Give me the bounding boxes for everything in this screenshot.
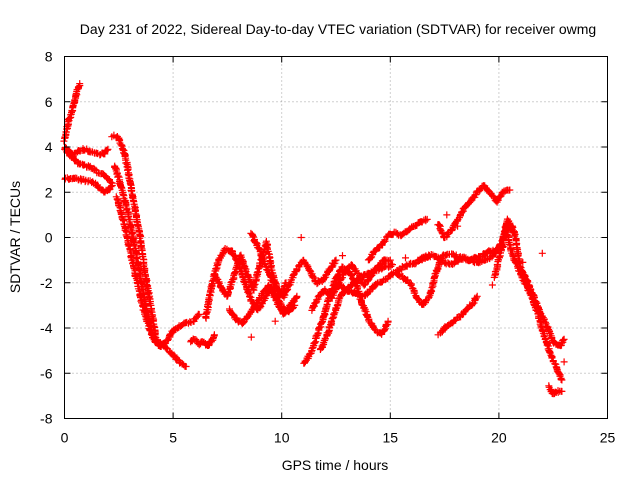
series-arc-u [436, 292, 481, 337]
series-arc-x [545, 382, 566, 398]
axis-ticks: 0 5 10 15 20 25 -8 -6 -4 -2 0 2 4 6 8 [40, 49, 615, 446]
y-tick-label: -4 [40, 320, 53, 336]
x-tick-label: 25 [600, 430, 616, 446]
x-tick-label: 20 [491, 430, 507, 446]
scatter-points [545, 382, 566, 398]
scatter-points [112, 193, 190, 370]
series-arc-k [226, 281, 299, 328]
x-tick-label: 10 [274, 430, 290, 446]
scatter-points [501, 223, 566, 384]
series-arc-a [60, 80, 84, 145]
y-tick-label: -6 [40, 365, 53, 381]
x-axis-label: GPS time / hours [282, 457, 389, 473]
y-tick-label: 6 [45, 94, 53, 110]
x-tick-label: 5 [169, 430, 177, 446]
grid-layer [64, 56, 608, 419]
scatter-points [187, 331, 218, 349]
chart-title: Day 231 of 2022, Sidereal Day-to-day VTE… [80, 21, 596, 37]
scatter-points [436, 292, 481, 337]
y-tick-label: 0 [45, 230, 53, 246]
scatter-points [108, 131, 168, 350]
y-tick-label: 8 [45, 49, 53, 65]
scatter-points [226, 281, 299, 328]
series-arc-t [434, 182, 514, 242]
series-arc-q [364, 215, 431, 264]
y-tick-label: 4 [45, 139, 53, 155]
x-tick-label: 15 [383, 430, 399, 446]
scatter-points [247, 211, 568, 366]
x-tick-label: 0 [61, 430, 69, 446]
series-outliers [247, 211, 568, 366]
series-arc-e [108, 131, 168, 350]
scatter-points [111, 162, 203, 350]
data-markers [60, 80, 568, 398]
scatter-points [490, 215, 568, 350]
scatter-points [60, 80, 84, 145]
scatter-points [247, 229, 340, 301]
series-arc-h [187, 331, 218, 349]
series-arc-g [112, 193, 190, 370]
y-tick-label: -2 [40, 275, 53, 291]
series-arc-s [414, 243, 507, 268]
series-arc-l [247, 229, 340, 301]
plot-frame [64, 56, 608, 419]
series-arc-w [501, 223, 566, 384]
scatter-points [434, 182, 514, 242]
y-tick-label: -8 [40, 411, 53, 427]
series-arc-f [111, 162, 203, 350]
y-tick-label: 2 [45, 184, 53, 200]
scatter-points [364, 215, 431, 264]
scatter-points [414, 243, 507, 268]
series-arc-v [490, 215, 568, 350]
y-axis-label: SDTVAR / TECUs [7, 181, 23, 293]
